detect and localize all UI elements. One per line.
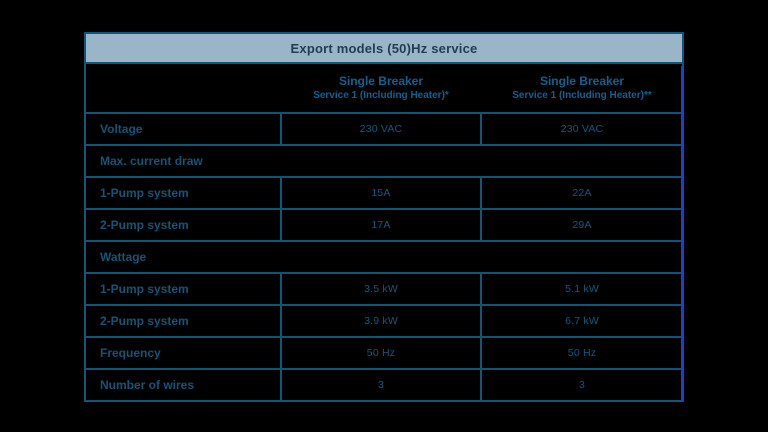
section-header-max-current-draw: Max. current draw xyxy=(86,146,682,176)
voltage-value-service-2: 230 VAC xyxy=(482,114,682,144)
wattage-2-pump-service-2: 6.7 kW xyxy=(482,306,682,336)
table-title-band: Export models (50)Hz service xyxy=(86,34,682,62)
export-models-spec-table: Export models (50)Hz service Single Brea… xyxy=(84,32,684,402)
voltage-value-service-1: 230 VAC xyxy=(282,114,480,144)
column-header-line1: Single Breaker xyxy=(338,74,424,89)
wattage-1-pump-service-2: 5.1 kW xyxy=(482,274,682,304)
column-header-line2: Service 1 (Including Heater)* xyxy=(313,90,449,102)
row-label-2-pump-wattage: 2-Pump system xyxy=(86,306,280,336)
wires-value-service-1: 3 xyxy=(282,370,480,400)
column-header-line2: Service 1 (Including Heater)** xyxy=(512,90,652,102)
current-2-pump-service-2: 29A xyxy=(482,210,682,240)
wattage-2-pump-service-1: 3.9 kW xyxy=(282,306,480,336)
row-label-frequency: Frequency xyxy=(86,338,280,368)
current-1-pump-service-2: 22A xyxy=(482,178,682,208)
wires-value-service-2: 3 xyxy=(482,370,682,400)
column-header-line1: Single Breaker xyxy=(539,74,625,89)
row-label-number-of-wires: Number of wires xyxy=(86,370,280,400)
section-header-wattage: Wattage xyxy=(86,242,682,272)
wattage-1-pump-service-1: 3.5 kW xyxy=(282,274,480,304)
frequency-value-service-2: 50 Hz xyxy=(482,338,682,368)
column-header-row: Single Breaker Service 1 (Including Heat… xyxy=(86,64,682,112)
row-label-voltage: Voltage xyxy=(86,114,280,144)
frequency-value-service-1: 50 Hz xyxy=(282,338,480,368)
current-2-pump-service-1: 17A xyxy=(282,210,480,240)
current-1-pump-service-1: 15A xyxy=(282,178,480,208)
row-label-1-pump-current: 1-Pump system xyxy=(86,178,280,208)
column-header-service-2: Single Breaker Service 1 (Including Heat… xyxy=(482,73,682,103)
table-title: Export models (50)Hz service xyxy=(290,40,478,56)
right-edge-accent-line xyxy=(681,66,684,402)
column-header-service-1: Single Breaker Service 1 (Including Heat… xyxy=(282,73,480,103)
row-label-2-pump-current: 2-Pump system xyxy=(86,210,280,240)
row-label-1-pump-wattage: 1-Pump system xyxy=(86,274,280,304)
